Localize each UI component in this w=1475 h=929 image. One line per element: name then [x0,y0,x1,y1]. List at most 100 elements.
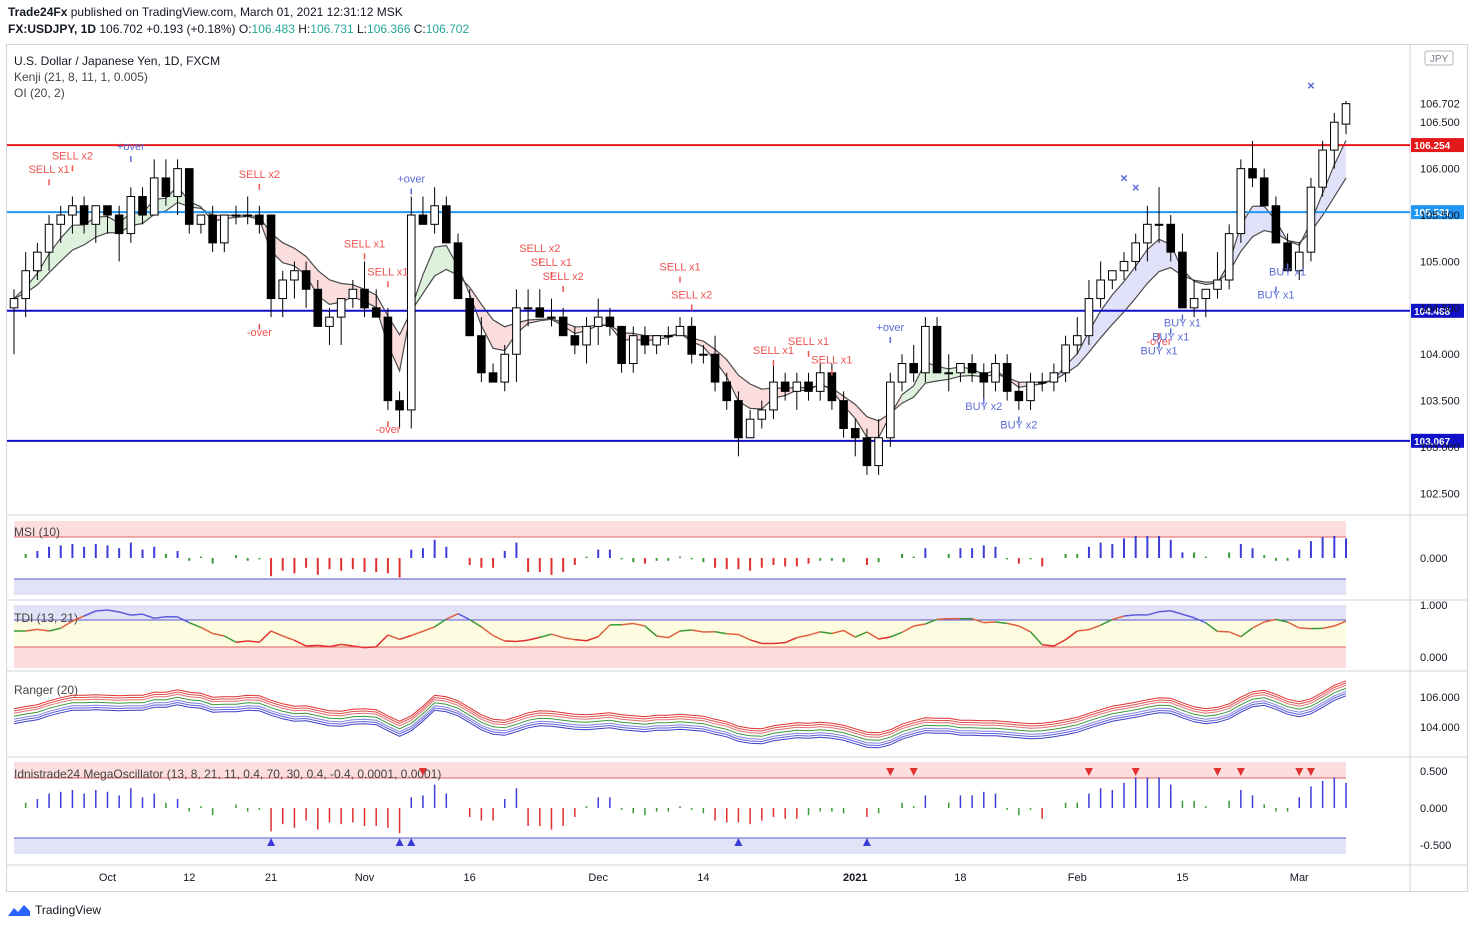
candle[interactable] [1026,381,1035,402]
candle[interactable] [1131,242,1140,262]
candle[interactable] [255,214,264,225]
publisher-name[interactable]: Trade24Fx [8,5,68,19]
candle[interactable] [652,335,661,346]
candle[interactable] [336,298,346,318]
candle[interactable] [56,214,66,225]
candle[interactable] [886,381,895,439]
candle[interactable] [1213,279,1222,290]
candle[interactable] [1259,177,1269,207]
candle[interactable] [220,214,229,244]
candle[interactable] [1072,335,1082,346]
candle[interactable] [512,307,521,355]
candle[interactable] [173,168,182,197]
candle[interactable] [1248,168,1257,179]
candle[interactable] [371,307,381,318]
candle[interactable] [1108,270,1117,281]
candle[interactable] [535,307,545,318]
candle[interactable] [815,372,825,392]
currency-badge[interactable] [1424,50,1454,66]
candle[interactable] [9,298,19,309]
candle[interactable] [804,381,813,392]
candle[interactable] [1096,279,1105,300]
candle[interactable] [1283,242,1292,272]
candle[interactable] [699,353,708,356]
candle[interactable] [103,205,112,216]
candle[interactable] [453,242,463,300]
candle[interactable] [1294,251,1304,272]
candle[interactable] [430,205,439,225]
candle[interactable] [1189,298,1199,309]
candle[interactable] [558,316,568,337]
candle[interactable] [313,288,323,327]
candle[interactable] [44,223,54,253]
candle[interactable] [769,381,778,411]
candle[interactable] [593,316,603,327]
candle[interactable] [745,418,755,439]
candle[interactable] [862,437,872,467]
candle[interactable] [687,325,696,355]
candle[interactable] [1014,390,1024,402]
chart-frame[interactable] [6,44,1468,892]
candle[interactable] [944,372,954,375]
candle[interactable] [675,325,685,337]
candle[interactable] [406,214,416,411]
candle[interactable] [547,316,556,319]
candle[interactable] [1224,233,1234,281]
candle[interactable] [184,168,194,225]
candle[interactable] [722,381,732,402]
candle[interactable] [126,195,136,235]
candle[interactable] [477,335,486,374]
candle[interactable] [956,363,965,374]
candle[interactable] [932,325,942,374]
candle[interactable] [500,353,510,383]
candle[interactable] [1154,223,1164,226]
candle[interactable] [921,325,930,374]
candle[interactable] [196,214,206,225]
candle[interactable] [488,372,498,383]
candle[interactable] [266,214,276,300]
candle[interactable] [1166,223,1176,253]
candle[interactable] [1201,288,1211,300]
candle[interactable] [897,363,907,383]
candle[interactable] [68,205,77,216]
candle[interactable] [383,316,393,402]
candle[interactable] [1049,372,1059,383]
candle[interactable] [348,288,358,300]
candle[interactable] [1318,149,1327,188]
candle[interactable] [149,177,159,216]
candle[interactable] [208,214,217,244]
candle[interactable] [827,372,837,402]
candle[interactable] [979,372,989,383]
candle[interactable] [290,270,299,281]
candle[interactable] [301,270,311,290]
candle[interactable] [570,335,580,346]
candle[interactable] [278,279,288,300]
candle[interactable] [734,400,743,439]
candle[interactable] [418,214,428,225]
candle[interactable] [780,381,790,392]
candle[interactable] [582,325,591,346]
candle[interactable] [1271,205,1281,244]
candle[interactable] [1330,121,1339,151]
candle[interactable] [523,307,533,310]
candle[interactable] [1306,186,1316,253]
candle[interactable] [442,205,451,244]
candle[interactable] [325,316,334,327]
candle[interactable] [664,335,673,338]
candle[interactable] [792,381,802,392]
candle[interactable] [243,214,252,217]
candle[interactable] [91,205,101,225]
candle[interactable] [1236,168,1246,235]
candle[interactable] [991,363,1000,383]
candle[interactable] [850,427,860,439]
candle[interactable] [138,195,147,216]
candle[interactable] [465,298,474,337]
candle[interactable] [21,270,30,300]
candle[interactable] [874,437,883,467]
candle[interactable] [1061,344,1070,374]
candle[interactable] [360,288,369,309]
candle[interactable] [79,205,89,225]
candle[interactable] [1002,363,1012,392]
candle[interactable] [1037,381,1047,384]
candle[interactable] [909,363,918,374]
